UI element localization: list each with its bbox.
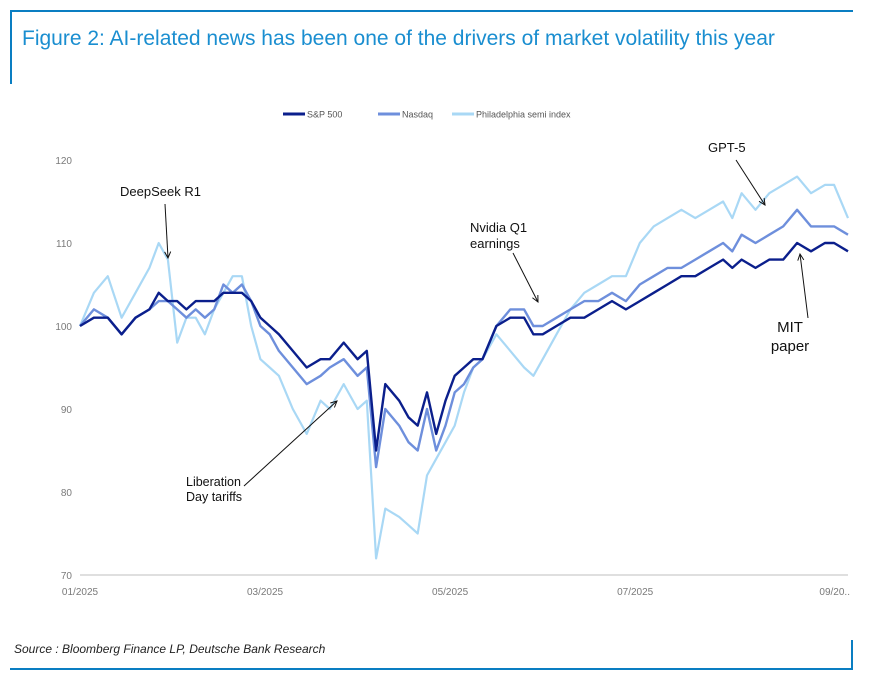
legend-label: S&P 500 (307, 110, 342, 120)
annotation-arrow (243, 400, 338, 487)
annotation-arrow (164, 203, 169, 259)
line-chart: 70 80 90 100 110 120 01/2025 03/2025 05/2025 07/2… (55, 110, 850, 599)
series-line-s-p-500 (79, 241, 849, 452)
annotation-arrow (799, 253, 809, 319)
y-tick-label: 90 (61, 405, 73, 416)
y-tick-label: 80 (61, 488, 73, 499)
annotation-arrowhead (758, 197, 766, 206)
annotation-label: Day tariffs (186, 490, 242, 504)
x-tick-label: 09/20.. (819, 587, 850, 598)
annotation-label: earnings (470, 236, 520, 251)
left-rule (10, 12, 12, 84)
legend: S&P 500 Nasdaq Philadelphia semi index (283, 110, 571, 120)
annotation-label: Nvidia Q1 (470, 220, 527, 235)
legend-label: Philadelphia semi index (476, 110, 571, 120)
source-note: Source : Bloomberg Finance LP, Deutsche … (14, 642, 326, 656)
annotation-arrowhead (532, 294, 539, 304)
x-tick-label: 01/2025 (62, 587, 99, 598)
annotation-label: MIT (777, 319, 803, 336)
annotation-arrowhead (164, 251, 172, 260)
annotation-arrowhead (797, 252, 805, 261)
x-tick-label: 07/2025 (617, 587, 654, 598)
y-tick-label: 120 (55, 156, 72, 167)
top-rule (10, 10, 853, 12)
series-line-philadelphia-semi-index (78, 175, 850, 560)
x-tick-label: 05/2025 (432, 587, 469, 598)
bottom-rule (10, 668, 853, 670)
y-tick-label: 70 (61, 571, 73, 582)
series-layer (78, 175, 850, 560)
annotation-arrow (512, 252, 539, 303)
annotation-label: GPT-5 (708, 140, 746, 155)
y-tick-label: 110 (56, 239, 72, 250)
annotation-label: paper (771, 338, 809, 355)
y-tick-label: 100 (55, 322, 72, 333)
annotation-label: DeepSeek R1 (120, 184, 201, 199)
right-rule (851, 640, 853, 670)
legend-label: Nasdaq (402, 110, 433, 120)
annotation-label: Liberation (186, 475, 241, 489)
annotation-arrowhead (330, 400, 338, 408)
axes-layer: 70 80 90 100 110 120 01/2025 03/2025 05/2025 07/2… (55, 156, 850, 598)
annotation-arrow (735, 159, 766, 206)
x-tick-label: 03/2025 (247, 587, 284, 598)
series-line-nasdaq (79, 208, 849, 469)
figure-title: Figure 2: AI-related news has been one o… (22, 27, 775, 50)
